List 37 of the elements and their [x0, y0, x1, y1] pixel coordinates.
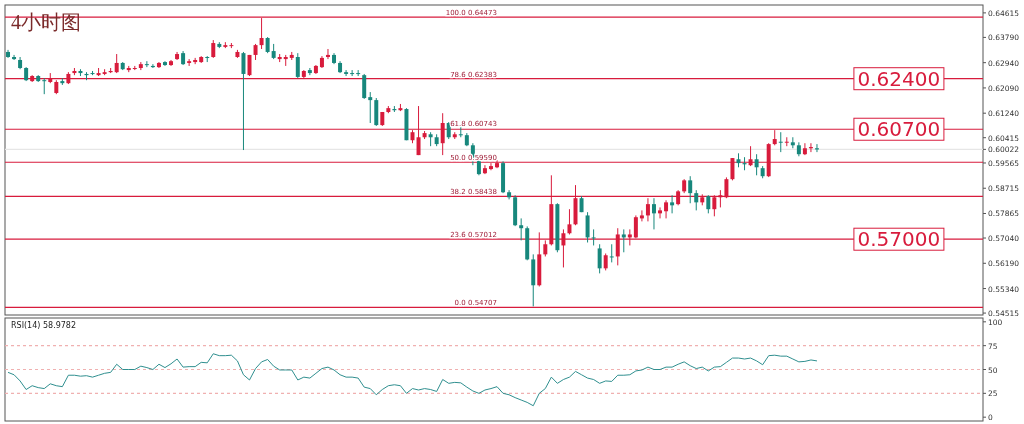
candlestick — [651, 197, 656, 230]
ref-line-label: 0.62400 — [857, 66, 941, 91]
candlestick — [567, 208, 572, 235]
candlestick — [802, 142, 807, 156]
candlestick — [241, 51, 246, 151]
ref-line-label: 0.60700 — [857, 117, 941, 142]
candlestick — [362, 73, 367, 100]
candlestick — [42, 77, 47, 95]
candlestick — [688, 175, 693, 204]
candlestick — [350, 69, 355, 77]
line-series — [7, 353, 818, 407]
candlestick — [585, 211, 590, 243]
candlestick — [621, 228, 626, 253]
candlestick — [706, 194, 711, 214]
candlestick — [658, 206, 663, 219]
candlestick — [694, 189, 699, 211]
candlestick — [325, 48, 330, 60]
candlestick — [12, 54, 17, 61]
ref-line-label: 0.57000 — [857, 227, 941, 252]
candlestick — [187, 58, 192, 67]
candlestick — [368, 91, 373, 124]
candlestick — [664, 199, 669, 219]
candlestick — [670, 194, 675, 214]
candlestick — [344, 69, 349, 77]
candlestick — [591, 228, 596, 246]
chart-title: RSI(14) 58.9782 — [11, 321, 77, 330]
candlestick — [639, 209, 644, 222]
candlestick — [307, 67, 312, 76]
candlestick — [754, 153, 759, 176]
chart-title: 4小时图 — [11, 11, 81, 33]
candlestick — [778, 131, 783, 153]
candlestick — [144, 60, 149, 68]
candlestick — [295, 52, 300, 79]
candlestick — [597, 243, 602, 274]
candlestick — [519, 217, 524, 241]
candlestick — [114, 53, 119, 74]
candlestick — [609, 243, 614, 263]
